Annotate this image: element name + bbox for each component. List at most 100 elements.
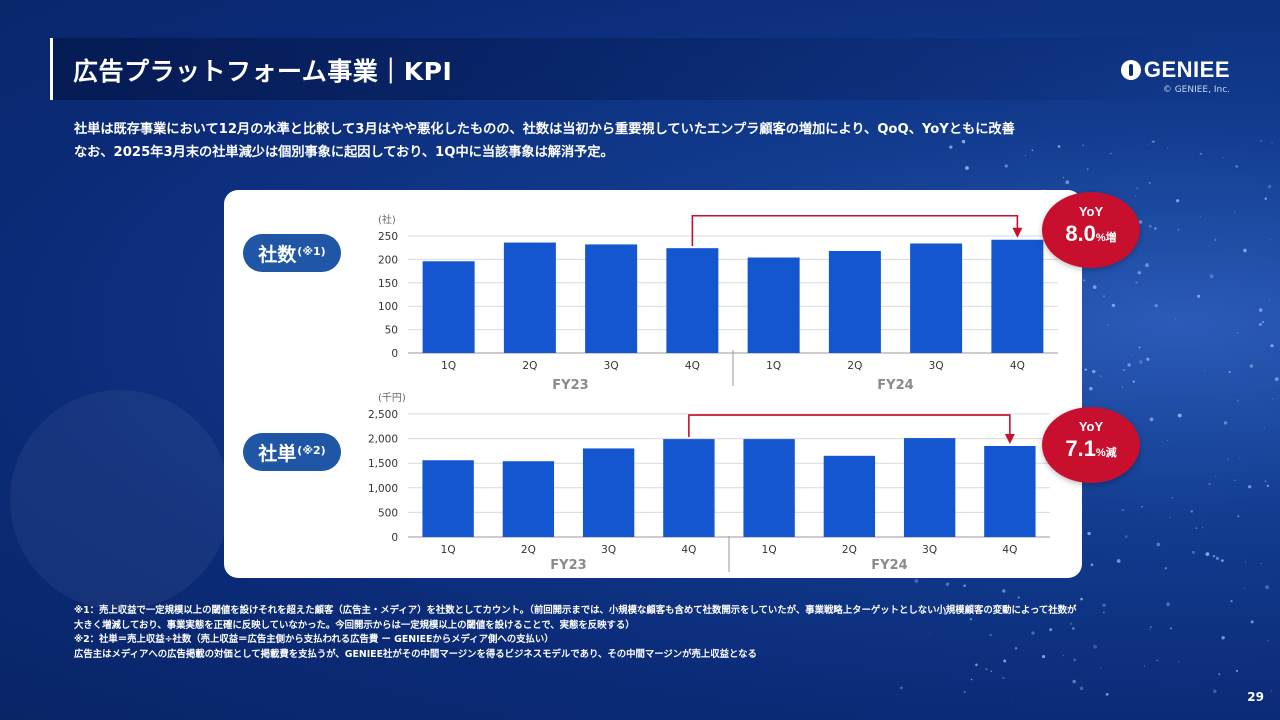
background-dot <box>1270 690 1273 692</box>
background-dot <box>1267 639 1269 642</box>
background-dot <box>1169 516 1171 518</box>
background-dot <box>1264 480 1267 483</box>
background-dot <box>1243 587 1245 589</box>
yoy-badge-companies: YoY 8.0%増 <box>1042 192 1140 268</box>
background-dot <box>1141 506 1143 508</box>
background-dot <box>990 670 993 673</box>
background-dot <box>1121 508 1125 512</box>
background-dot <box>1139 360 1143 364</box>
logo: GENIEE © GENIEE, Inc. <box>1120 57 1230 95</box>
background-dot <box>1004 164 1008 168</box>
background-dot <box>1269 238 1271 241</box>
x-tick-label: 1Q <box>766 360 781 372</box>
background-dot <box>1148 181 1152 185</box>
lead-text: 社単は既存事業において12月の水準と比較して3月はやや悪化したものの、社数は当初… <box>74 118 1234 164</box>
y-tick-label: 100 <box>378 301 398 313</box>
background-dot <box>1177 229 1180 231</box>
background-dot <box>1146 357 1150 361</box>
background-dot <box>1261 320 1265 324</box>
background-dot <box>1230 600 1233 603</box>
background-dot <box>1011 698 1013 700</box>
title-bar: 広告プラットフォーム事業｜KPI <box>50 38 1233 100</box>
bar <box>984 445 1036 537</box>
background-dot <box>1111 303 1116 308</box>
background-dot <box>1223 421 1228 425</box>
y-tick-label: 50 <box>385 325 398 337</box>
lead-line-1: 社単は既存事業において12月の水準と比較して3月はやや悪化したものの、社数は当初… <box>74 122 1015 137</box>
background-dot <box>1214 238 1217 241</box>
page-number: 29 <box>1247 690 1264 704</box>
background-dot <box>975 663 978 667</box>
label-pill-per-company: 社単 (※2) <box>243 433 341 471</box>
bar <box>502 461 555 537</box>
background-dot <box>1149 417 1154 422</box>
background-dot <box>1135 281 1138 284</box>
x-tick-label: 2Q <box>522 360 537 372</box>
background-dot <box>1226 458 1229 460</box>
footnote-1a: ※1：売上収益で一定規模以上の閾値を設けそれを超えた顧客（広告主・メディア）を社… <box>74 605 1077 616</box>
label-per-company-note: (※2) <box>297 443 326 457</box>
lead-line-2: なお、2025年3月末の社単減少は個別事象に起因しており、1Q中に当該事象は解消… <box>74 145 614 160</box>
background-dot <box>1237 515 1240 518</box>
background-dot <box>963 584 966 588</box>
comparison-bracket <box>691 214 1019 247</box>
background-dot <box>900 686 903 690</box>
comparison-arrowhead <box>1012 227 1023 238</box>
background-dot <box>1201 527 1204 529</box>
background-dot <box>1266 484 1270 488</box>
background-dot <box>1236 332 1239 334</box>
label-companies-note: (※1) <box>297 244 326 258</box>
background-dot <box>1138 346 1141 349</box>
background-dot <box>1132 380 1135 383</box>
background-dot <box>1079 686 1084 691</box>
background-dot <box>1274 377 1279 382</box>
background-dot <box>1197 294 1201 298</box>
background-dot <box>1092 285 1097 289</box>
background-dot <box>945 582 950 587</box>
yoy-badge-per-company: YoY 7.1%減 <box>1042 407 1140 483</box>
background-dot <box>1002 676 1005 680</box>
background-dot <box>1244 561 1247 563</box>
background-dot <box>1268 299 1271 301</box>
background-dot <box>1137 271 1141 275</box>
background-dot <box>1175 199 1180 203</box>
background-dot <box>1228 370 1231 373</box>
yoy-badge-unit: %増 <box>1095 232 1117 244</box>
background-dot <box>1249 364 1254 368</box>
x-tick-label: 1Q <box>441 360 456 372</box>
background-dot <box>1103 295 1105 298</box>
x-tick-label: 2Q <box>842 544 857 556</box>
background-dot <box>1234 211 1236 213</box>
background-dot <box>1212 554 1216 558</box>
background-dot <box>1258 308 1263 312</box>
background-dot <box>1134 195 1136 197</box>
background-dot <box>1235 164 1239 168</box>
background-dot <box>1218 673 1221 676</box>
group-label: FY23 <box>550 558 586 573</box>
background-dot <box>1221 559 1224 562</box>
group-label: FY23 <box>552 378 588 393</box>
y-tick-label: 1,500 <box>368 458 398 470</box>
background-dot <box>1090 563 1094 567</box>
background-dot <box>1250 620 1254 624</box>
background-dot <box>1087 531 1091 536</box>
background-dot <box>1190 510 1193 513</box>
kpi-charts: (社) 0 50 100 150 200 250 1Q 2Q 3Q 4Q 1Q 2Q 3Q 4Q FY23 FY… <box>368 213 1058 573</box>
y-tick-label: 200 <box>378 254 398 266</box>
background-dot <box>1148 224 1152 228</box>
background-dot <box>1237 399 1240 402</box>
background-dot <box>1271 142 1273 144</box>
background-dot <box>1122 386 1124 388</box>
bar <box>663 439 715 537</box>
yoy-badge-title: YoY <box>1078 204 1104 219</box>
background-dot <box>1234 479 1236 481</box>
background-dot <box>1017 596 1020 599</box>
bar <box>903 438 956 537</box>
bar <box>991 239 1044 353</box>
y-tick-label: 0 <box>391 348 398 360</box>
background-dot <box>1131 354 1133 356</box>
background-dot <box>1105 692 1109 696</box>
x-tick-label: 1Q <box>441 544 456 556</box>
footnotes: ※1：売上収益で一定規模以上の閾値を設けそれを超えた顧客（広告主・メディア）を社… <box>74 604 1244 662</box>
background-dot <box>1072 679 1077 684</box>
